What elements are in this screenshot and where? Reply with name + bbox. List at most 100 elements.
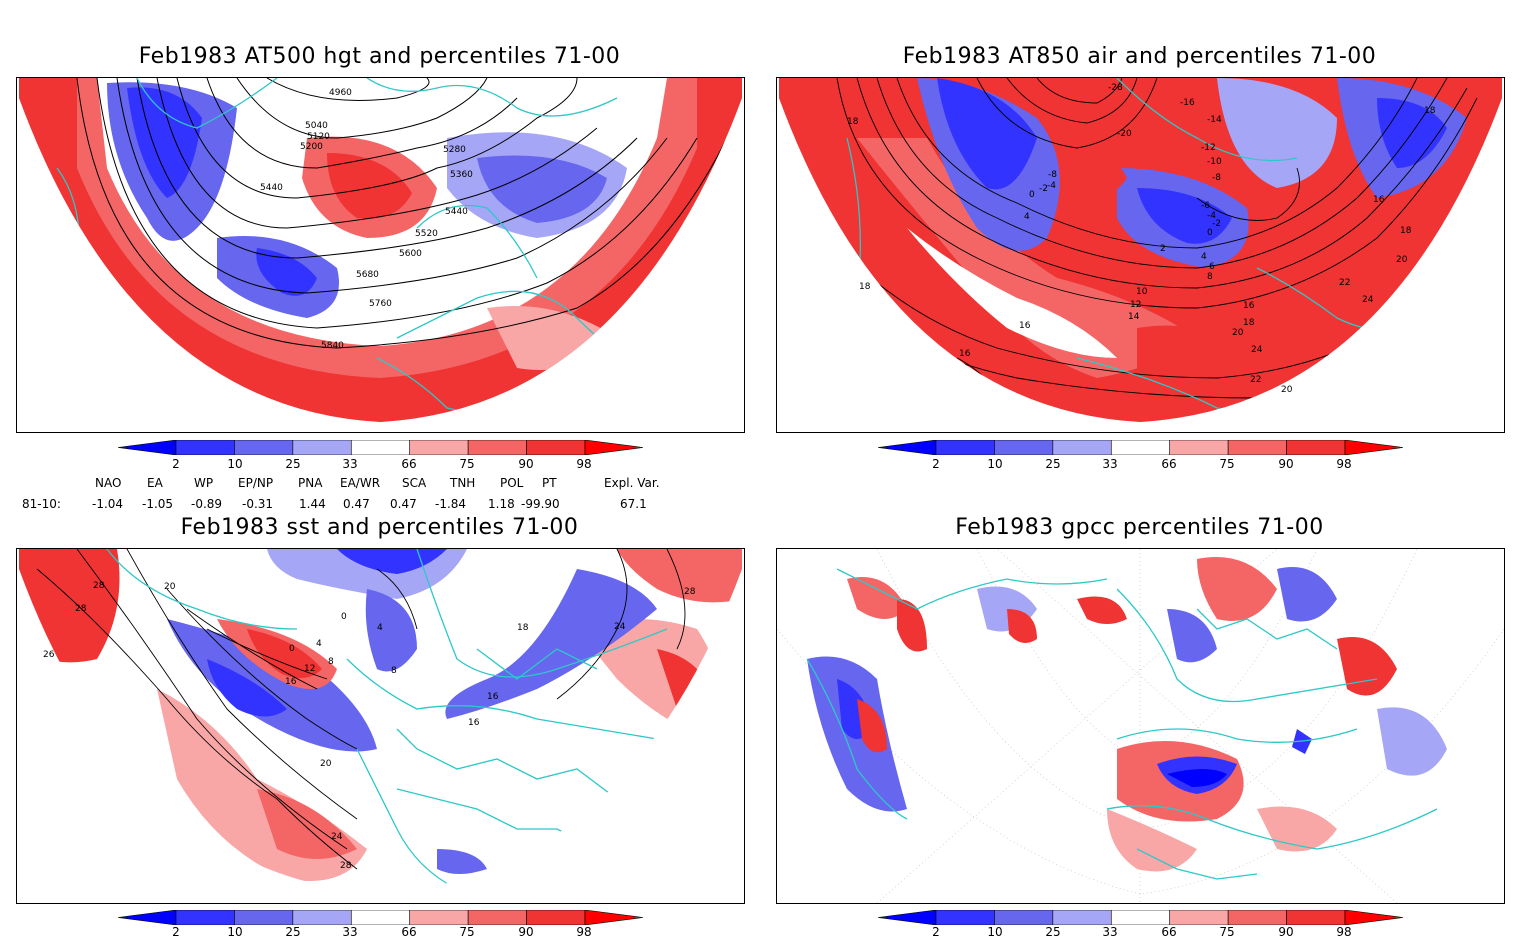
colorbar-label: 75 — [1219, 457, 1235, 471]
colorbar-label: 66 — [401, 925, 417, 939]
index-value: 0.47 — [390, 497, 417, 511]
colorbar-segment — [1169, 909, 1229, 926]
contour-label: -28 — [1108, 83, 1123, 93]
colorbar-segment — [292, 909, 352, 926]
colorbar-label: 25 — [1045, 925, 1061, 939]
index-name: EP/NP — [238, 476, 274, 490]
colorbar-segment — [1110, 439, 1171, 456]
contour-label: 0 — [341, 612, 347, 622]
index-value: -1.84 — [435, 497, 467, 511]
colorbar-segment — [234, 439, 294, 456]
contour-label: 5680 — [356, 270, 379, 280]
contour-label: 28 — [340, 861, 352, 871]
contour-label: -12 — [1201, 143, 1216, 153]
colorbar-segment — [117, 909, 177, 926]
colorbar-segment — [350, 909, 411, 926]
colorbar-label: 98 — [1336, 925, 1352, 939]
colorbar-label: 33 — [1102, 925, 1118, 939]
contour-label: 5760 — [369, 299, 392, 309]
colorbar-label: 75 — [1219, 925, 1235, 939]
contour-label: 18 — [859, 282, 871, 292]
index-value: 1.44 — [299, 497, 326, 511]
contour-label: 16 — [1019, 321, 1031, 331]
colorbar-label: 66 — [1161, 925, 1177, 939]
panel-air-title: Feb1983 AT850 air and percentiles 71-00 — [902, 44, 1377, 69]
colorbar-label: 98 — [576, 925, 592, 939]
map-sst: 28 28 26 20 0 4 8 12 16 20 24 28 0 4 8 1… — [19, 549, 742, 893]
colorbar-segment — [1344, 439, 1404, 456]
contour-label: 22 — [1250, 375, 1261, 385]
contour-label: -4 — [1047, 181, 1056, 191]
contour-label: 5600 — [399, 249, 422, 259]
contour-label: 5040 — [305, 121, 328, 131]
contour-label: 18 — [517, 623, 529, 633]
colorbar-segment — [935, 439, 995, 456]
contour-label: -20 — [1117, 129, 1132, 139]
contour-label: 16 — [959, 349, 971, 359]
map-panel-sst: 28 28 26 20 0 4 8 12 16 20 24 28 0 4 8 1… — [16, 548, 745, 904]
colorbar-segment — [175, 439, 235, 456]
contour-label: -2 — [1039, 184, 1048, 194]
colorbar-segment — [1227, 909, 1287, 926]
contour-label: 12 — [1130, 300, 1141, 310]
contour-label: 20 — [1232, 328, 1244, 338]
contour-label: 4960 — [329, 88, 352, 98]
colorbar-segment — [994, 439, 1054, 456]
contour-label: 6 — [1209, 262, 1215, 272]
colorbar-segment — [1344, 909, 1404, 926]
contour-label: 16 — [1373, 195, 1385, 205]
colorbar-label: 66 — [1161, 457, 1177, 471]
colorbar-label: 10 — [987, 925, 1003, 939]
contour-label: 5360 — [450, 170, 473, 180]
index-value: -0.89 — [191, 497, 223, 511]
map-hgt: 4960 5040 5120 5200 5280 5360 5440 5440 … — [19, 78, 742, 422]
colorbar-label: 75 — [459, 925, 475, 939]
map-panel-hgt: 4960 5040 5120 5200 5280 5360 5440 5440 … — [16, 77, 745, 433]
colorbar-segment — [584, 909, 644, 926]
colorbar-segment — [1286, 909, 1346, 926]
colorbar-segment — [584, 439, 644, 456]
contour-label: 20 — [1281, 385, 1293, 395]
colorbar-label: 66 — [401, 457, 417, 471]
colorbar-hgt — [117, 439, 644, 456]
index-name: POL — [500, 476, 524, 490]
colorbar-label: 75 — [459, 457, 475, 471]
colorbar-segment — [409, 439, 469, 456]
colorbar-label: 33 — [1102, 457, 1118, 471]
contour-label: 24 — [331, 832, 343, 842]
colorbar-label: 25 — [285, 457, 301, 471]
colorbar-label: 90 — [518, 925, 534, 939]
colorbar-label: 25 — [1045, 457, 1061, 471]
contour-label: 22 — [1339, 278, 1350, 288]
index-name: TNH — [450, 476, 476, 490]
contour-label: 20 — [1396, 255, 1408, 265]
colorbar-label: 90 — [1278, 925, 1294, 939]
colorbar-segment — [994, 909, 1054, 926]
contour-label: 28 — [75, 604, 87, 614]
colorbar-segment — [526, 909, 586, 926]
index-name: PT — [542, 476, 557, 490]
colorbar-air-labels: 2 10 25 33 66 75 90 98 — [878, 457, 1403, 473]
index-name: NAO — [95, 476, 122, 490]
colorbar-segment — [1110, 909, 1171, 926]
contour-label: 8 — [391, 666, 397, 676]
index-value: -1.04 — [92, 497, 124, 511]
colorbar-segment — [467, 909, 527, 926]
colorbar-hgt-labels: 2 10 25 33 66 75 90 98 — [118, 457, 643, 473]
colorbar-segment — [350, 439, 411, 456]
index-name: WP — [194, 476, 214, 490]
contour-label: 5200 — [300, 142, 323, 152]
contour-label: 0 — [1029, 190, 1035, 200]
colorbar-segment — [292, 439, 352, 456]
contour-label: 5120 — [307, 132, 330, 142]
contour-label: 18 — [847, 117, 859, 127]
colorbar-segment — [877, 909, 937, 926]
colorbar-segment — [1227, 439, 1287, 456]
index-name: Expl. Var. — [604, 476, 660, 490]
colorbar-label: 10 — [227, 925, 243, 939]
index-name: PNA — [298, 476, 323, 490]
colorbar-segment — [467, 439, 527, 456]
contour-label: 5280 — [443, 145, 466, 155]
colorbar-label: 2 — [172, 925, 180, 939]
contour-label: -8 — [1048, 170, 1057, 180]
